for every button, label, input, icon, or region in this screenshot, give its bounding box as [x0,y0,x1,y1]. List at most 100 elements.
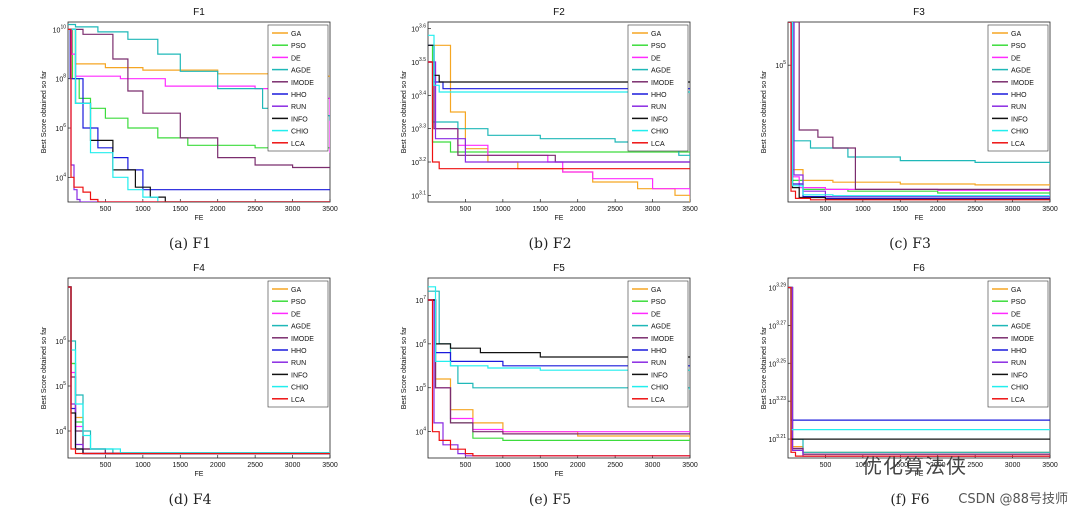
x-tick-label: 3500 [1042,462,1058,469]
legend-label: DE [291,311,301,318]
chart-title: F5 [553,263,565,274]
y-tick-label: 103.23 [768,396,786,406]
chart-f5-caption: (e) F5 [528,492,572,508]
y-tick-label: 108 [55,74,66,84]
x-tick-label: 1500 [892,206,908,213]
y-tick-label: 105 [775,60,786,70]
chart-f2-caption: (b) F2 [528,236,572,252]
legend-label: HHO [651,92,667,99]
x-tick-label: 1000 [855,462,871,469]
legend-label: LCA [291,397,305,404]
x-tick-label: 3000 [285,206,301,213]
x-tick-label: 500 [460,462,472,469]
chart-f1: F1 500 1000 1500 2000 2500 3000 3500 104 106 108 10… [41,7,338,222]
legend-label: LCA [651,141,665,148]
legend-label: HHO [651,348,667,355]
legend-label: RUN [291,104,306,111]
chart-f2: F2 500 1000 1500 2000 2500 3000 3500 103.1 103.2 1… [401,7,698,222]
legend-label: HHO [1011,348,1027,355]
legend-label: RUN [651,104,666,111]
y-tick-label: 105 [415,383,426,393]
x-tick-label: 500 [100,462,112,469]
series-line-chio [68,28,330,202]
chart-f1-caption: (a) F1 [168,236,212,252]
legend-label: IMODE [1011,336,1034,343]
legend-label: HHO [291,92,307,99]
legend-label: GA [651,31,661,38]
chart-title: F6 [913,263,925,274]
y-tick-label: 103.21 [768,434,786,444]
legend-label: RUN [1011,360,1026,367]
x-tick-label: 3500 [322,206,338,213]
y-axis-label: Best Score obtained so far [401,326,408,409]
series-line-de [788,22,1050,192]
y-tick-label: 103.2 [411,157,426,167]
x-tick-label: 3500 [1042,206,1058,213]
y-axis-label: Best Score obtained so far [761,326,768,409]
x-tick-label: 2000 [210,206,226,213]
series-line-agde [428,290,690,390]
x-tick-label: 2500 [607,206,623,213]
y-tick-label: 105 [55,381,66,391]
legend-label: DE [651,311,661,318]
legend-label: GA [291,31,301,38]
chart-f3: F3 500 1000 1500 2000 2500 3000 3500 105 FE Best S… [761,7,1058,222]
y-tick-label: 103.27 [768,320,786,330]
y-tick-label: 103.4 [411,90,426,100]
x-tick-label: 2500 [967,462,983,469]
legend-label: LCA [1011,141,1025,148]
legend-label: GA [1011,31,1021,38]
x-tick-label: 3000 [645,206,661,213]
series-line-imode [68,28,330,169]
legend-label: CHIO [1011,385,1029,392]
y-tick-label: 1010 [53,24,67,34]
legend-label: LCA [1011,397,1025,404]
y-tick-label: 104 [55,426,66,436]
legend-label: AGDE [291,68,311,75]
legend-label: INFO [1011,116,1028,123]
legend-label: RUN [1011,104,1026,111]
legend-label: CHIO [291,129,309,136]
y-tick-label: 103.3 [411,124,426,134]
x-tick-label: 1500 [172,206,188,213]
chart-f4: F4 500 1000 1500 2000 2500 3000 3500 104 105 106 FE… [41,263,338,478]
legend-label: PSO [651,299,666,306]
x-tick-label: 1000 [495,206,511,213]
legend-label: LCA [651,397,665,404]
x-tick-label: 1000 [495,462,511,469]
x-tick-label: 2000 [570,462,586,469]
series-line-imode [788,22,1050,190]
series-line-lca [788,286,1050,457]
legend-label: CHIO [291,385,309,392]
y-tick-label: 103.1 [411,190,426,200]
chart-f1-panel: F1 500 1000 1500 2000 2500 3000 3500 104 106 108 10… [0,0,360,256]
legend-label: PSO [651,43,666,50]
x-tick-label: 2500 [967,206,983,213]
x-tick-label: 500 [820,462,832,469]
legend-label: LCA [291,141,305,148]
legend-label: CHIO [1011,129,1029,136]
legend-label: INFO [651,116,668,123]
series-line-lca [788,22,1050,201]
legend-label: AGDE [1011,68,1031,75]
series-line-chio [788,22,1050,197]
y-tick-label: 103.25 [768,358,786,368]
series-line-lca [428,299,690,457]
x-axis-label: FE [555,471,564,478]
legend-label: PSO [291,299,306,306]
legend-label: PSO [291,43,306,50]
legend-label: DE [1011,55,1021,62]
y-tick-label: 104 [415,427,426,437]
legend-label: IMODE [651,336,674,343]
x-tick-label: 1000 [855,206,871,213]
x-tick-label: 1000 [135,206,151,213]
x-tick-label: 3000 [1005,206,1021,213]
legend-label: HHO [291,348,307,355]
legend-label: HHO [1011,92,1027,99]
x-tick-label: 3500 [682,206,698,213]
x-tick-label: 3000 [645,462,661,469]
x-tick-label: 1500 [172,462,188,469]
y-axis-label: Best Score obtained so far [401,70,408,153]
legend-label: INFO [291,372,308,379]
chart-f6-panel: F6 500 1000 1500 2000 2500 3000 3500 103.21 103.2… [720,256,1080,512]
